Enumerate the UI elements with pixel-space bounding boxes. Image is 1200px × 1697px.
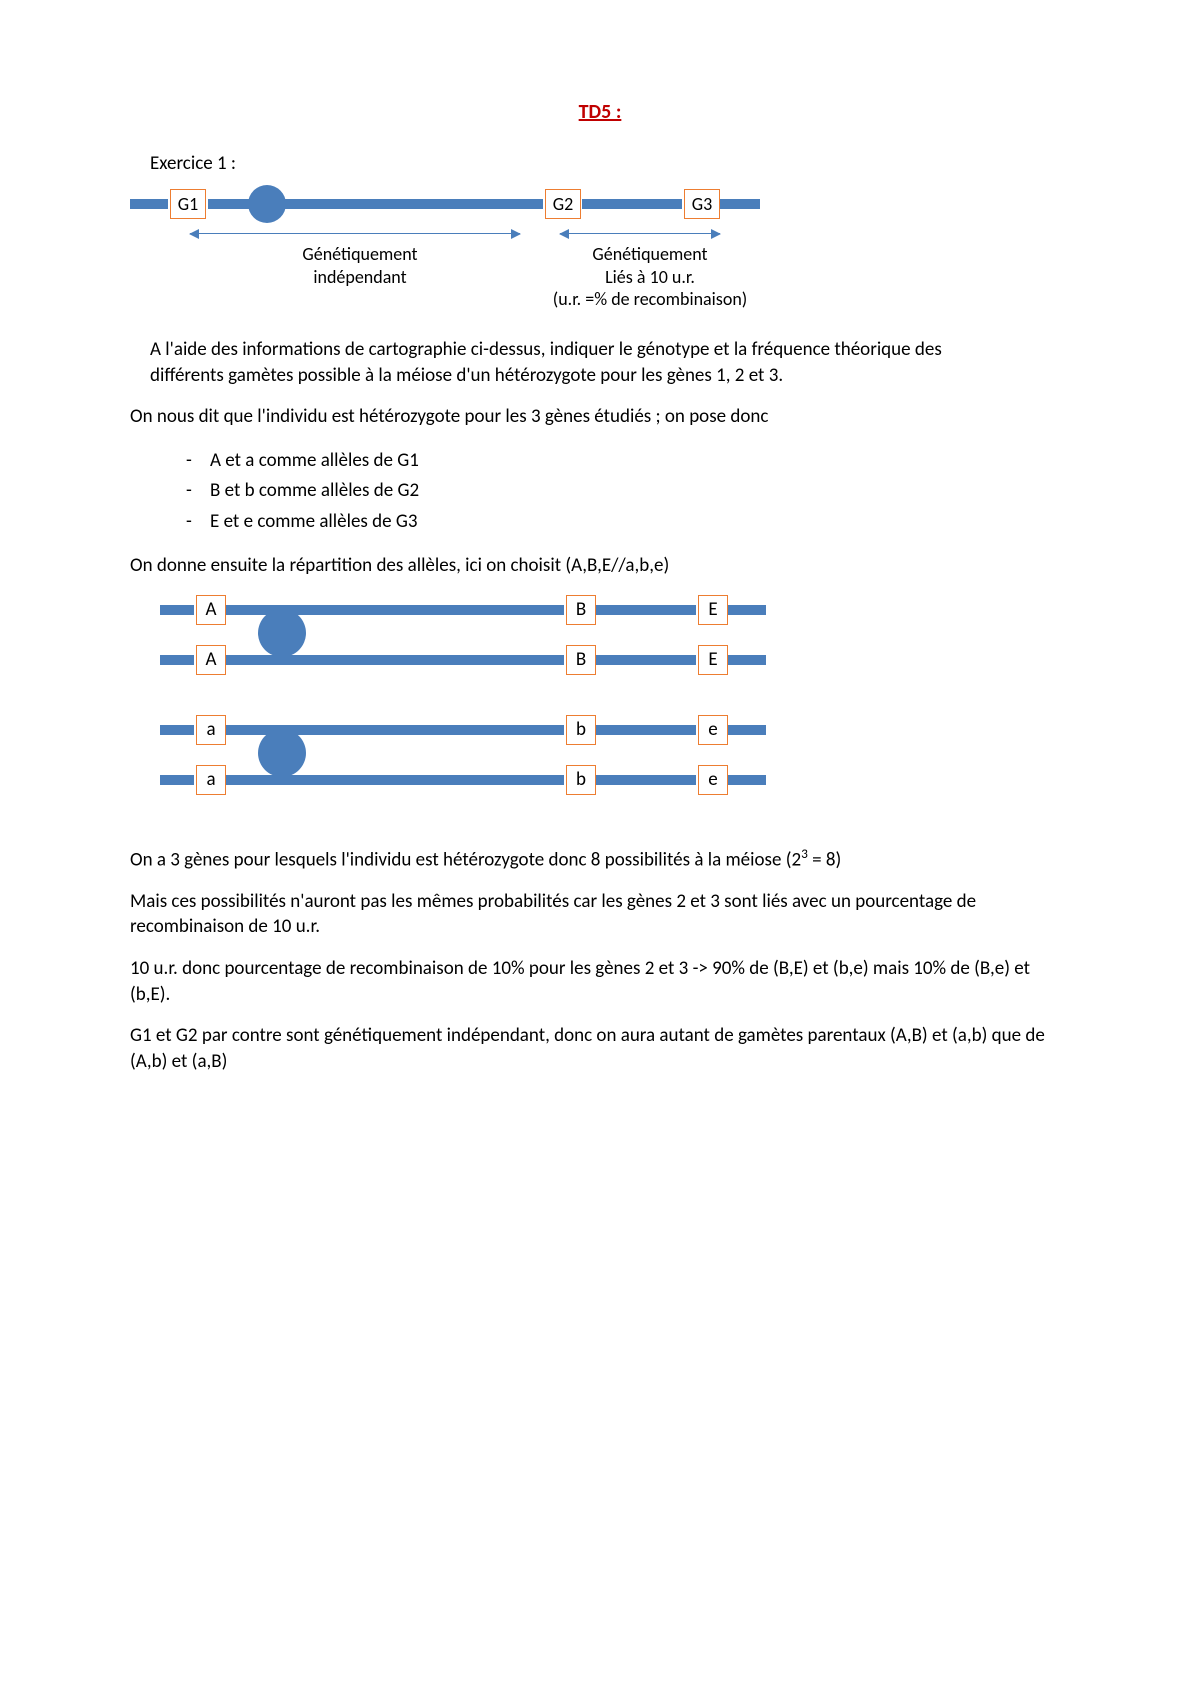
right-arrow-label-1: Génétiquement [592, 243, 707, 265]
locus: b [566, 765, 596, 795]
paragraph-10ur: 10 u.r. donc pourcentage de recombinaiso… [130, 956, 1070, 1007]
exercise-label: Exercice 1 : [150, 152, 1070, 175]
locus: b [566, 715, 596, 745]
left-arrow-label-1: Génétiquement [302, 243, 417, 265]
page: TD5 : Exercice 1 : G1 G2 G3 Génétiquemen… [0, 0, 1200, 1697]
locus: A [196, 645, 226, 675]
setup-text: On nous dit que l'individu est hétérozyg… [130, 404, 1070, 430]
locus: E [698, 645, 728, 675]
locus: a [196, 765, 226, 795]
locus: B [566, 595, 596, 625]
locus-g1: G1 [170, 189, 206, 219]
chromosome-map-diagram: G1 G2 G3 Génétiquement indépendant Génét… [130, 181, 1070, 321]
locus: E [698, 595, 728, 625]
left-arrow-label-2: indépendant [313, 266, 406, 288]
question-text: A l'aide des informations de cartographi… [150, 337, 1070, 388]
page-title: TD5 : [130, 100, 1070, 124]
right-arrow-label-2: Liés à 10 u.r. [605, 266, 695, 288]
list-item: B et b comme allèles de G2 [186, 476, 1070, 506]
locus-g2: G2 [545, 189, 581, 219]
locus: e [698, 715, 728, 745]
four-chromatids-diagram: A B E A B E a b e a b e [130, 595, 1070, 815]
locus: a [196, 715, 226, 745]
paragraph-probabilities: Mais ces possibilités n'auront pas les m… [130, 889, 1070, 940]
locus: B [566, 645, 596, 675]
allele-list: A et a comme allèles de G1 B et b comme … [130, 446, 1070, 537]
paragraph-8-possibilities: On a 3 gènes pour lesquels l'individu es… [130, 845, 1070, 873]
locus-g3: G3 [684, 189, 720, 219]
list-item: E et e comme allèles de G3 [186, 507, 1070, 537]
locus: e [698, 765, 728, 795]
locus: A [196, 595, 226, 625]
list-item: A et a comme allèles de G1 [186, 446, 1070, 476]
right-arrow-label-3: (u.r. =% de recombinaison) [553, 288, 748, 310]
paragraph-g1g2: G1 et G2 par contre sont génétiquement i… [130, 1023, 1070, 1074]
repartition-text: On donne ensuite la répartition des allè… [130, 553, 1070, 579]
